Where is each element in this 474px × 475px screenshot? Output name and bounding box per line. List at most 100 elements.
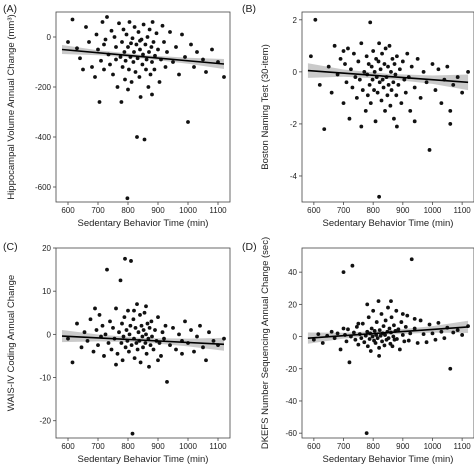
data-point [162, 40, 166, 44]
data-point [377, 345, 382, 350]
data-point [79, 345, 84, 350]
data-point [117, 330, 121, 335]
data-point [376, 299, 381, 304]
data-point [366, 62, 371, 66]
data-point [115, 351, 120, 356]
data-point [139, 323, 144, 328]
data-point [70, 17, 75, 22]
data-point [152, 67, 157, 72]
data-point [157, 341, 162, 345]
data-point [368, 20, 373, 25]
data-point [140, 334, 145, 339]
data-point [317, 82, 322, 87]
plot-area [55, 247, 231, 439]
data-point [78, 56, 82, 61]
data-point [344, 339, 349, 344]
y-tick-label: 0 [47, 33, 52, 42]
data-point [109, 28, 114, 33]
data-point [174, 45, 178, 49]
data-point [439, 101, 444, 105]
data-point [389, 88, 394, 92]
data-point [141, 345, 145, 350]
data-point [174, 347, 178, 352]
plot-area [55, 11, 231, 203]
data-point [392, 323, 396, 328]
data-point [349, 67, 353, 72]
panel-b: (B) 600 700 800 900 1000 1100 2 0 -2 -4 Sedentary B… [242, 3, 474, 229]
data-point [93, 75, 97, 79]
data-point [120, 65, 125, 69]
data-point [451, 82, 456, 87]
plot-area [301, 247, 474, 439]
data-point [94, 328, 99, 332]
data-point [127, 20, 132, 24]
x-tick-label: 900 [396, 206, 410, 215]
data-point [111, 72, 115, 77]
data-point [121, 27, 126, 32]
data-point [198, 323, 202, 328]
data-point [405, 51, 410, 56]
x-tick-label: 600 [61, 442, 75, 451]
data-point [377, 328, 382, 333]
x-tick-label: 700 [337, 442, 351, 451]
x-tick-label: 1000 [424, 442, 442, 451]
data-point [382, 343, 387, 348]
data-point [424, 340, 429, 345]
data-point [151, 347, 156, 352]
data-point [183, 55, 187, 59]
data-point [405, 313, 410, 318]
data-point [356, 321, 361, 326]
x-axis-label: Sedentary Behavior Time (min) [78, 454, 209, 465]
data-point [346, 46, 350, 51]
data-point [381, 324, 386, 328]
data-point [369, 64, 374, 69]
data-point [386, 305, 390, 310]
data-point [135, 56, 140, 61]
data-point [163, 323, 168, 328]
data-point [96, 47, 100, 52]
data-point [357, 77, 362, 82]
data-point [379, 312, 384, 316]
data-point [421, 332, 426, 337]
y-tick-label: -2 [290, 120, 298, 129]
panel-label: (A) [3, 3, 17, 15]
data-point [400, 59, 405, 64]
data-point [388, 103, 393, 108]
data-point [427, 148, 432, 152]
data-point [373, 119, 378, 124]
data-point [311, 337, 316, 342]
data-point [118, 55, 123, 59]
data-point [102, 42, 106, 47]
x-tick-label: 1000 [179, 442, 197, 451]
data-point [156, 47, 160, 52]
data-point [377, 353, 382, 358]
data-point [75, 321, 79, 326]
data-point [367, 82, 372, 87]
data-point [430, 62, 435, 66]
data-point [364, 54, 369, 59]
data-point [177, 72, 181, 77]
data-point [114, 306, 118, 311]
data-point [88, 317, 93, 322]
data-point [136, 30, 141, 34]
data-point [163, 65, 168, 69]
data-point [354, 95, 359, 100]
data-point [144, 57, 149, 62]
data-point [372, 88, 376, 92]
data-point [201, 57, 205, 62]
data-point [119, 100, 124, 104]
data-point [332, 43, 337, 48]
data-point [364, 431, 369, 436]
data-point [102, 67, 106, 72]
data-point [409, 257, 414, 262]
y-axis-label: Hippocampal Volume Annual Change (mm³) [6, 14, 17, 199]
data-point [408, 109, 413, 113]
data-point [379, 98, 384, 103]
y-tick-label: 20 [288, 300, 297, 309]
data-point [150, 20, 155, 24]
data-point [141, 328, 146, 332]
data-point [351, 51, 356, 56]
data-point [126, 308, 130, 313]
data-point [87, 40, 91, 44]
